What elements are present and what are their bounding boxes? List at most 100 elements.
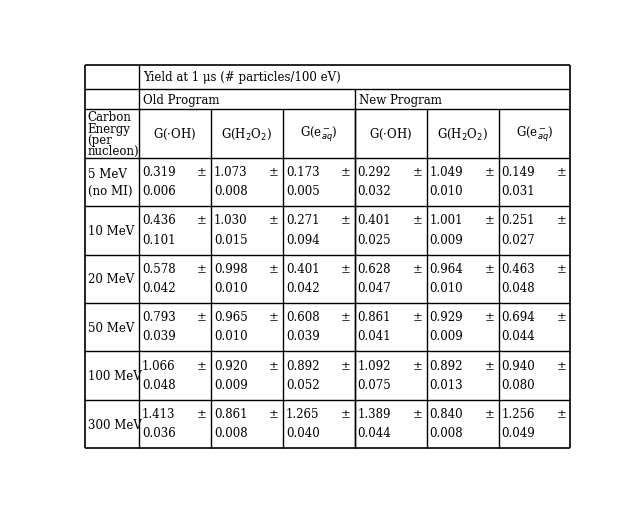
Text: 0.892: 0.892 [429, 359, 463, 372]
Text: 1.256: 1.256 [502, 407, 535, 420]
Text: 0.694: 0.694 [502, 310, 535, 324]
Text: 0.964: 0.964 [429, 262, 463, 275]
Text: 0.010: 0.010 [214, 281, 247, 295]
Text: 0.040: 0.040 [286, 427, 320, 439]
Text: ±: ± [197, 262, 207, 275]
Text: 1.001: 1.001 [429, 214, 463, 227]
Text: 0.008: 0.008 [214, 185, 247, 198]
Text: ±: ± [197, 407, 207, 420]
Text: ±: ± [557, 310, 567, 324]
Text: ±: ± [413, 359, 422, 372]
Text: 0.840: 0.840 [429, 407, 463, 420]
Text: 1.092: 1.092 [358, 359, 391, 372]
Text: (no MI): (no MI) [88, 185, 132, 198]
Text: G(H$_2$O$_2$): G(H$_2$O$_2$) [437, 127, 488, 142]
Text: ±: ± [269, 407, 279, 420]
Text: 300 MeV: 300 MeV [88, 418, 141, 431]
Text: ±: ± [485, 262, 495, 275]
Text: 0.013: 0.013 [429, 378, 463, 391]
Text: 0.080: 0.080 [502, 378, 535, 391]
Text: (per: (per [88, 133, 112, 147]
Text: 0.608: 0.608 [286, 310, 320, 324]
Text: 0.036: 0.036 [142, 427, 176, 439]
Text: 0.032: 0.032 [358, 185, 391, 198]
Text: 0.025: 0.025 [358, 233, 391, 246]
Text: 0.965: 0.965 [214, 310, 247, 324]
Text: 0.075: 0.075 [358, 378, 392, 391]
Text: 0.044: 0.044 [358, 427, 392, 439]
Text: G(H$_2$O$_2$): G(H$_2$O$_2$) [221, 127, 272, 142]
Text: ±: ± [557, 262, 567, 275]
Text: 0.010: 0.010 [214, 330, 247, 343]
Text: 0.292: 0.292 [358, 165, 391, 179]
Text: nucleon): nucleon) [88, 145, 139, 158]
Text: 0.042: 0.042 [286, 281, 320, 295]
Text: ±: ± [557, 214, 567, 227]
Text: ±: ± [269, 310, 279, 324]
Text: 0.998: 0.998 [214, 262, 247, 275]
Text: Old Program: Old Program [143, 94, 220, 106]
Text: ±: ± [341, 310, 351, 324]
Text: 0.173: 0.173 [286, 165, 320, 179]
Text: 0.008: 0.008 [214, 427, 247, 439]
Text: ±: ± [269, 165, 279, 179]
Text: ±: ± [485, 165, 495, 179]
Text: ±: ± [341, 407, 351, 420]
Text: 5 MeV: 5 MeV [88, 167, 127, 181]
Text: 0.047: 0.047 [358, 281, 392, 295]
Text: ±: ± [197, 359, 207, 372]
Text: ±: ± [197, 214, 207, 227]
Text: 0.436: 0.436 [142, 214, 176, 227]
Text: ±: ± [269, 359, 279, 372]
Text: 0.463: 0.463 [502, 262, 535, 275]
Text: 0.094: 0.094 [286, 233, 320, 246]
Text: 0.271: 0.271 [286, 214, 320, 227]
Text: 0.015: 0.015 [214, 233, 247, 246]
Text: 0.027: 0.027 [502, 233, 535, 246]
Text: 1.073: 1.073 [214, 165, 247, 179]
Text: ±: ± [485, 310, 495, 324]
Text: Energy: Energy [88, 122, 130, 135]
Text: G(e$_{aq}^-$): G(e$_{aq}^-$) [300, 125, 337, 144]
Text: 0.940: 0.940 [502, 359, 535, 372]
Text: ±: ± [485, 359, 495, 372]
Text: 0.793: 0.793 [142, 310, 176, 324]
Text: 1.030: 1.030 [214, 214, 247, 227]
Text: 0.005: 0.005 [286, 185, 320, 198]
Text: 0.149: 0.149 [502, 165, 535, 179]
Text: 0.006: 0.006 [142, 185, 176, 198]
Text: 0.009: 0.009 [429, 233, 463, 246]
Text: ±: ± [557, 407, 567, 420]
Text: G(e$_{aq}^-$): G(e$_{aq}^-$) [516, 125, 553, 144]
Text: 0.010: 0.010 [429, 185, 463, 198]
Text: 0.861: 0.861 [214, 407, 247, 420]
Text: ±: ± [413, 165, 422, 179]
Text: ±: ± [341, 262, 351, 275]
Text: 0.042: 0.042 [142, 281, 176, 295]
Text: 0.049: 0.049 [502, 427, 535, 439]
Text: 0.052: 0.052 [286, 378, 320, 391]
Text: 0.009: 0.009 [214, 378, 247, 391]
Text: 0.401: 0.401 [358, 214, 391, 227]
Text: Carbon: Carbon [88, 111, 132, 124]
Text: ±: ± [557, 165, 567, 179]
Text: 0.039: 0.039 [286, 330, 320, 343]
Text: 0.861: 0.861 [358, 310, 391, 324]
Text: 0.044: 0.044 [502, 330, 535, 343]
Text: ±: ± [413, 262, 422, 275]
Text: ±: ± [197, 310, 207, 324]
Text: 1.413: 1.413 [142, 407, 175, 420]
Text: ±: ± [197, 165, 207, 179]
Text: 0.920: 0.920 [214, 359, 247, 372]
Text: 1.265: 1.265 [286, 407, 320, 420]
Text: ±: ± [269, 262, 279, 275]
Text: ±: ± [413, 310, 422, 324]
Text: 0.041: 0.041 [358, 330, 391, 343]
Text: ±: ± [269, 214, 279, 227]
Text: ±: ± [557, 359, 567, 372]
Text: ±: ± [341, 359, 351, 372]
Text: 10 MeV: 10 MeV [88, 224, 134, 238]
Text: ±: ± [341, 214, 351, 227]
Text: 0.048: 0.048 [142, 378, 176, 391]
Text: 20 MeV: 20 MeV [88, 273, 134, 286]
